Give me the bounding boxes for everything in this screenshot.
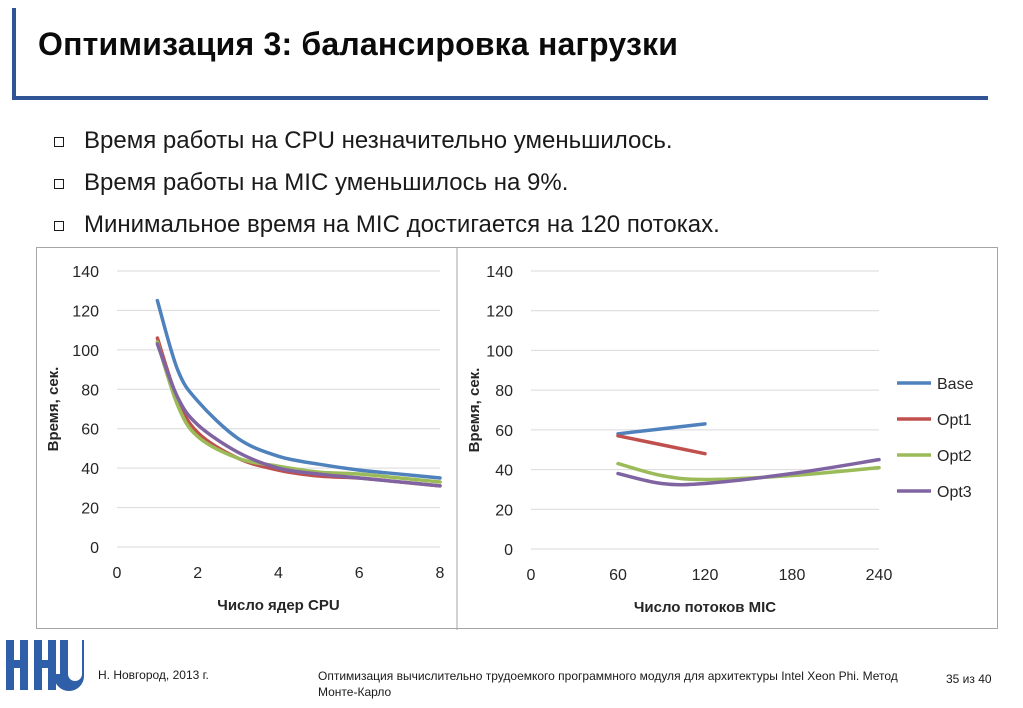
series-line-opt3 bbox=[155, 342, 442, 488]
y-tick-label: 80 bbox=[81, 382, 99, 399]
x-tick-label: 0 bbox=[527, 567, 536, 584]
x-axis-title: Число ядер CPU bbox=[217, 597, 339, 614]
footer-course-title: Оптимизация вычислительно трудоемкого пр… bbox=[318, 669, 898, 699]
x-tick-label: 8 bbox=[436, 565, 445, 582]
y-tick-label: 100 bbox=[72, 343, 99, 360]
legend-label-opt2: Opt2 bbox=[937, 448, 972, 465]
y-tick-label: 20 bbox=[81, 501, 99, 518]
charts-svg: 0 20 40 60 80 100 120 140 0 2 4 6 8 Число ядер CPU Вре… bbox=[45, 248, 974, 630]
series-line-base bbox=[155, 298, 442, 480]
x-tick-label: 180 bbox=[779, 567, 806, 584]
x-tick-label: 6 bbox=[355, 565, 364, 582]
x-tick-label: 240 bbox=[866, 567, 893, 584]
checkbox-bullet-icon bbox=[54, 137, 64, 147]
x-tick-label: 2 bbox=[193, 565, 202, 582]
footer-page-number: 35 из 40 bbox=[946, 672, 992, 686]
y-tick-label: 20 bbox=[495, 502, 513, 519]
bullet-text: Время работы на MIC уменьшилось на 9%. bbox=[84, 169, 569, 196]
legend-label-opt3: Opt3 bbox=[937, 484, 972, 501]
x-tick-label: 60 bbox=[609, 567, 627, 584]
slide-title: Оптимизация 3: балансировка нагрузки bbox=[38, 26, 679, 62]
unn-logo bbox=[6, 640, 84, 691]
y-tick-label: 60 bbox=[81, 422, 99, 439]
series-line-base bbox=[616, 422, 707, 436]
y-axis-title: Время, сек. bbox=[466, 368, 483, 453]
title-accent-bar bbox=[12, 8, 16, 100]
x-tick-label: 0 bbox=[113, 565, 122, 582]
series-line-opt1 bbox=[616, 434, 707, 456]
checkbox-bullet-icon bbox=[54, 221, 64, 231]
bullet-item: Время работы на CPU незначительно уменьш… bbox=[54, 120, 720, 162]
bullet-item: Минимальное время на MIC достигается на … bbox=[54, 204, 720, 246]
y-tick-label: 120 bbox=[72, 303, 99, 320]
series-line-opt2 bbox=[155, 340, 442, 484]
y-axis-title: Время, сек. bbox=[45, 367, 62, 452]
y-tick-label: 120 bbox=[486, 304, 513, 321]
y-tick-label: 140 bbox=[486, 264, 513, 281]
checkbox-bullet-icon bbox=[54, 179, 64, 189]
bullet-text: Время работы на CPU незначительно уменьш… bbox=[84, 127, 673, 154]
charts-panel: 0 20 40 60 80 100 120 140 0 2 4 6 8 Число ядер CPU Вре… bbox=[36, 247, 998, 630]
series-line-opt3 bbox=[616, 457, 881, 487]
bullet-text: Минимальное время на MIC достигается на … bbox=[84, 211, 720, 238]
x-tick-label: 4 bbox=[274, 565, 283, 582]
legend-label-opt1: Opt1 bbox=[937, 412, 972, 429]
y-tick-label: 0 bbox=[504, 542, 513, 559]
y-tick-label: 40 bbox=[495, 463, 513, 480]
y-tick-label: 0 bbox=[90, 540, 99, 557]
series-line-opt1 bbox=[155, 336, 442, 488]
legend-label-base: Base bbox=[937, 376, 974, 393]
y-tick-label: 40 bbox=[81, 461, 99, 478]
y-tick-label: 60 bbox=[495, 423, 513, 440]
x-tick-label: 120 bbox=[692, 567, 719, 584]
bullet-item: Время работы на MIC уменьшилось на 9%. bbox=[54, 162, 720, 204]
y-tick-label: 80 bbox=[495, 383, 513, 400]
series-line-opt2 bbox=[616, 461, 881, 482]
y-tick-label: 100 bbox=[486, 343, 513, 360]
y-tick-label: 140 bbox=[72, 264, 99, 281]
bullet-list: Время работы на CPU незначительно уменьш… bbox=[54, 120, 720, 246]
x-axis-title: Число потоков MIC bbox=[634, 599, 776, 616]
footer-location: Н. Новгород, 2013 г. bbox=[98, 668, 209, 682]
title-underline bbox=[12, 96, 988, 100]
